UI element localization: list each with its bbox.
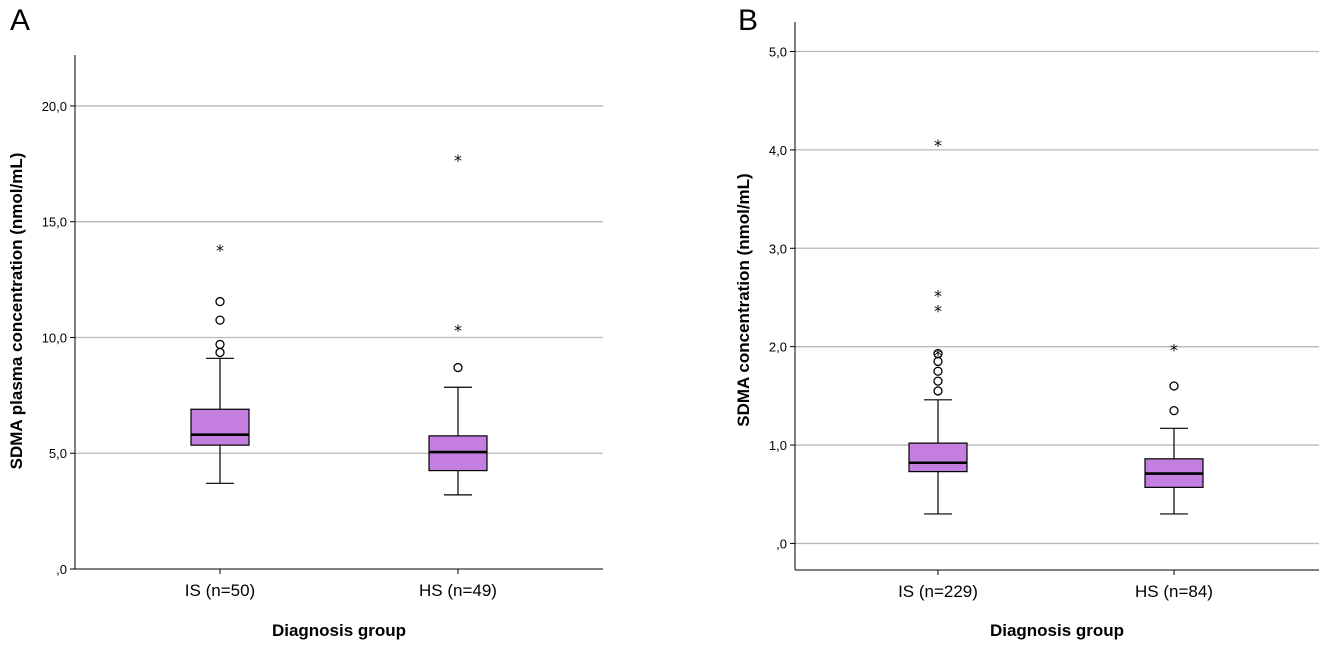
panel-b-group-1-category-label: IS (n=229): [898, 582, 978, 601]
panel-b-y-tick-label: 2,0: [769, 340, 787, 355]
panel-a-group-1-extreme-point: *: [216, 241, 224, 260]
panel-b-y-tick-label: ,0: [776, 536, 787, 551]
panel-b-x-axis-label: Diagnosis group: [990, 621, 1124, 640]
panel-b-group-1-extreme-point: *: [934, 346, 942, 365]
panel-a-y-tick-label: ,0: [56, 562, 67, 577]
panel-b-group-1-extreme-point: *: [934, 136, 942, 155]
panel-a-y-axis-label: SDMA plasma concentration (nmol/mL): [7, 153, 26, 470]
panel-a-group-2-outlier-point: [453, 362, 463, 373]
panel-b-group-2-outlier-point: [1169, 381, 1179, 391]
panel-a-y-tick-label: 15,0: [42, 215, 67, 230]
panel-a-group-2-extreme-point: *: [454, 151, 462, 170]
panel-b-group-1-boxplot: IS (n=229)****: [898, 136, 978, 601]
panel-a-group-1-category-label: IS (n=50): [185, 581, 255, 600]
panel-b-y-tick-label: 1,0: [769, 438, 787, 453]
panel-a-x-axis-label: Diagnosis group: [272, 621, 406, 640]
panel-a-group-1-outlier-point: [215, 339, 225, 350]
panel-b-group-1-iqr-box: [908, 442, 968, 473]
panel-b-group-1-extreme-point: *: [934, 287, 942, 306]
panel-a-chart: ,0 5,0 10,0 15,0 20,0 IS (n=50) * HS (n=49) * *: [42, 55, 603, 600]
panel-b-y-tick-label: 4,0: [769, 143, 787, 158]
panel-a-group-2-boxplot: HS (n=49) * *: [419, 151, 497, 600]
panel-a-label: A: [10, 4, 30, 37]
panel-b-y-tick-label: 5,0: [769, 45, 787, 60]
panel-a-group-2-extreme-point: *: [454, 321, 462, 340]
panel-a-y-tick-label: 5,0: [49, 446, 67, 461]
panel-a-y-tick-label: 10,0: [42, 330, 67, 345]
panel-a-group-2-category-label: HS (n=49): [419, 581, 497, 600]
panel-a-group-1-outlier-point: [215, 347, 225, 358]
panel-a-y-tick-label: 20,0: [42, 99, 67, 114]
panel-b-group-1-outlier-point: [933, 366, 943, 376]
panel-b-group-1-outlier-point: [933, 376, 943, 386]
panel-a-group-1-outlier-point: [215, 296, 225, 307]
panel-b-chart: ,01,02,03,04,05,0IS (n=229)****HS (n=84)…: [769, 22, 1319, 601]
panel-a-group-1-boxplot: IS (n=50) *: [185, 241, 255, 600]
panel-b-group-2-outlier-point: [1169, 405, 1179, 416]
panel-b-label: B: [738, 4, 758, 37]
panel-b-group-2-category-label: HS (n=84): [1135, 582, 1213, 601]
panel-b-y-axis-label: SDMA concentration (nmol/mL): [734, 173, 753, 426]
panel-a-group-1-iqr-box: [190, 408, 250, 446]
panel-b-y-tick-label: 3,0: [769, 241, 787, 256]
panel-b-group-2-boxplot: HS (n=84) *: [1135, 341, 1213, 601]
panel-a-group-1-outlier-point: [215, 315, 225, 325]
panel-b-group-1-extreme-point: *: [934, 301, 942, 320]
panel-b-group-2-extreme-point: *: [1170, 341, 1178, 360]
panel-b-group-1-outlier-point: [933, 348, 943, 359]
panel-b-group-1-outlier-point: [933, 386, 943, 396]
